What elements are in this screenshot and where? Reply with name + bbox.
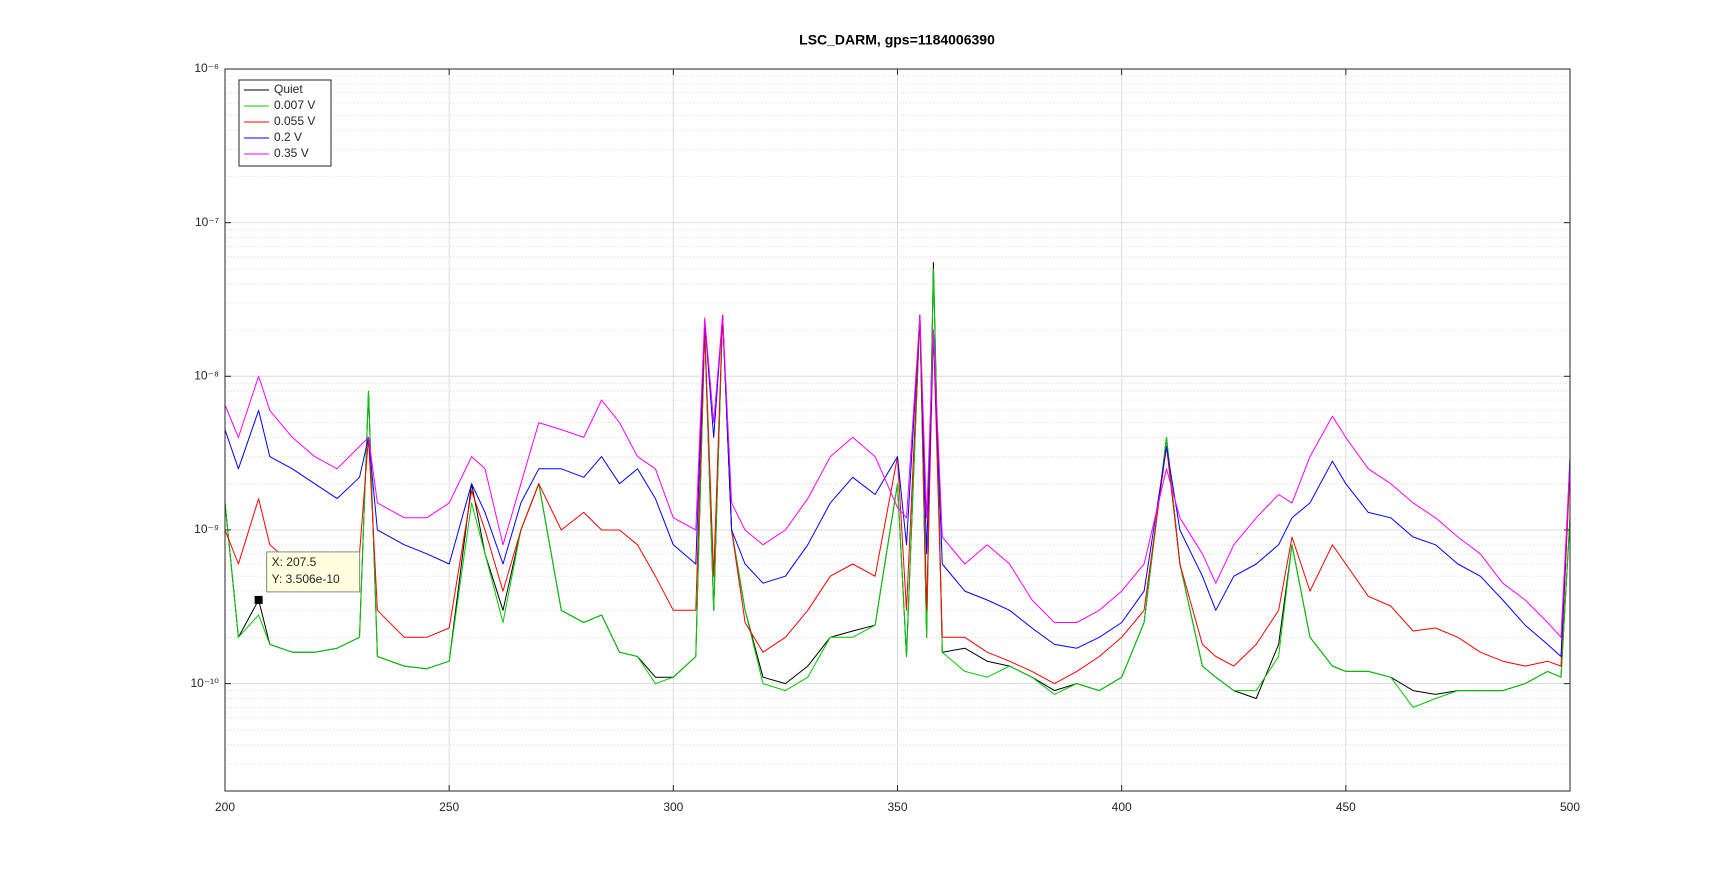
y-tick-label: 10⁻⁶ [194, 61, 219, 75]
legend-label: 0.007 V [274, 98, 315, 112]
chart-title: LSC_DARM, gps=1184006390 [799, 32, 995, 48]
legend-label: 0.35 V [274, 146, 309, 160]
datatip-text: Y: 3.506e-10 [272, 572, 340, 586]
axes-box [224, 68, 1571, 792]
x-tick-label: 400 [1112, 800, 1132, 814]
series-line [224, 314, 1571, 638]
series-line [224, 268, 1571, 708]
y-tick-label: 10⁻¹⁰ [191, 676, 220, 690]
series-line [224, 314, 1571, 657]
legend-label: 0.055 V [274, 114, 315, 128]
x-tick-label: 450 [1336, 800, 1356, 814]
x-tick-label: 300 [663, 800, 683, 814]
x-tick-label: 350 [887, 800, 907, 814]
y-tick-label: 10⁻⁸ [194, 368, 219, 382]
datatip-box [266, 551, 361, 593]
datatip-marker [254, 595, 263, 604]
series-line [224, 314, 1571, 685]
legend-label: 0.2 V [274, 130, 302, 144]
y-tick-label: 10⁻⁹ [194, 522, 219, 536]
x-tick-label: 200 [215, 800, 235, 814]
datatip-text: X: 207.5 [272, 555, 317, 569]
x-tick-label: 250 [439, 800, 459, 814]
legend-box [238, 79, 332, 167]
x-tick-label: 500 [1560, 800, 1580, 814]
legend-label: Quiet [274, 82, 303, 96]
y-tick-label: 10⁻⁷ [195, 215, 219, 229]
